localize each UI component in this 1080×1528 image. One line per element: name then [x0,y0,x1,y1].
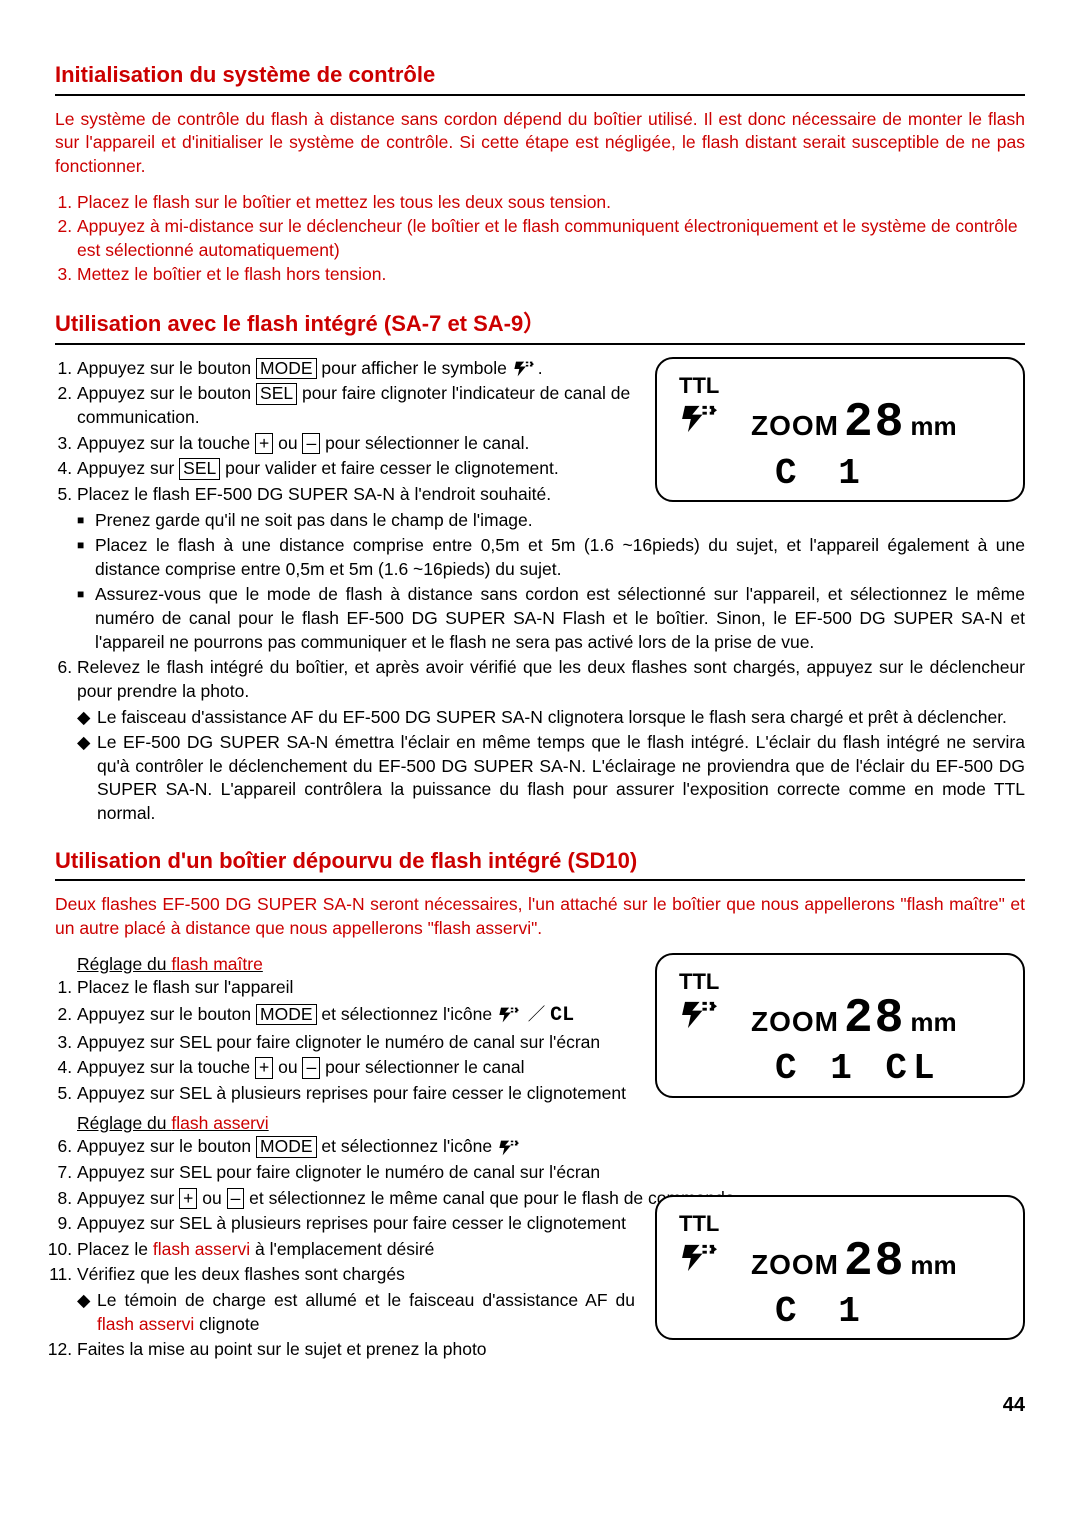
section2-body: TTL ZOOM 28 mm C 1 Appuyez sur le bouton… [55,357,1025,826]
section3-title: Utilisation d'un boîtier dépourvu de fla… [55,846,1025,882]
channel-label: C 1 CL [775,1045,1001,1094]
zoom-label: ZOOM [751,1006,839,1037]
section3-slave: TTL ZOOM 28 mm C 1 Appuyez sur le bouton… [55,1135,1025,1362]
s2-bullet1: Prenez garde qu'il ne soit pas dans le c… [77,509,1025,533]
minus-button-ref: – [302,1057,320,1078]
flash-wireless-icon [679,403,723,435]
section3-master: TTL ZOOM 28 mm C 1 CL Réglage du flash m… [55,953,1025,1136]
s2-bullet2: Placez le flash à une distance comprise … [77,534,1025,581]
zoom-label: ZOOM [751,410,839,441]
ttl-label: TTL [679,967,1001,997]
channel-label: C 1 [775,450,1001,499]
section3-intro: Deux flashes EF-500 DG SUPER SA-N seront… [55,893,1025,940]
mm-label: mm [910,411,956,441]
plus-button-ref: + [255,1057,273,1078]
minus-button-ref: – [227,1188,245,1209]
mode-button-ref: MODE [256,358,317,379]
flash-wireless-icon [679,999,723,1031]
s1-step1: Placez le flash sur le boîtier et mettez… [77,191,1025,215]
zoom-value: 28 [844,1235,906,1289]
section2-step6: Relevez le flash intégré du boîtier, et … [55,656,1025,703]
ttl-label: TTL [679,1209,1001,1239]
section1-title: Initialisation du système de contrôle [55,60,1025,96]
ttl-label: TTL [679,371,1001,401]
mm-label: mm [910,1007,956,1037]
channel-label: C 1 [775,1288,1001,1337]
section2-bullets: Prenez garde qu'il ne soit pas dans le c… [55,509,1025,655]
s2-diamond2: Le EF-500 DG SUPER SA-N émettra l'éclair… [77,731,1025,826]
minus-button-ref: – [302,433,320,454]
s-step7: Appuyez sur SEL pour faire clignoter le … [77,1161,1025,1185]
flash-wireless-icon [497,1006,523,1024]
lcd-display-2: TTL ZOOM 28 mm C 1 CL [655,953,1025,1098]
mm-label: mm [910,1250,956,1280]
zoom-value: 28 [844,992,906,1046]
s2-step6: Relevez le flash intégré du boîtier, et … [77,656,1025,703]
s1-step3: Mettez le boîtier et le flash hors tensi… [77,263,1025,287]
mode-button-ref: MODE [256,1136,317,1157]
s-step12: Faites la mise au point sur le sujet et … [77,1338,1025,1362]
s2-bullet3: Assurez-vous que le mode de flash à dist… [77,583,1025,654]
sel-button-ref: SEL [256,383,297,404]
section2-title: Utilisation avec le flash intégré (SA-7 … [55,309,1025,345]
s-step11-diamond: Le témoin de charge est allumé et le fai… [77,1289,635,1336]
mode-button-ref: MODE [256,1004,317,1025]
zoom-label: ZOOM [751,1249,839,1280]
plus-button-ref: + [179,1188,197,1209]
flash-wireless-icon [679,1242,723,1274]
zoom-value: 28 [844,396,906,450]
flash-wireless-icon [497,1139,523,1157]
s2-diamond1: Le faisceau d'assistance AF du EF-500 DG… [77,706,1025,730]
sel-button-ref: SEL [179,458,220,479]
sub-slave-title: Réglage du flash asservi [55,1112,1025,1136]
flash-wireless-icon [512,360,538,378]
section1-steps: Placez le flash sur le boîtier et mettez… [55,191,1025,288]
lcd-display-1: TTL ZOOM 28 mm C 1 [655,357,1025,502]
s1-step2: Appuyez à mi-distance sur le déclencheur… [77,215,1025,262]
s-step6: Appuyez sur le bouton MODE et sélectionn… [77,1135,1025,1159]
section2-diamonds: Le faisceau d'assistance AF du EF-500 DG… [55,706,1025,826]
lcd-display-3: TTL ZOOM 28 mm C 1 [655,1195,1025,1340]
page-number: 44 [55,1392,1025,1419]
section1-intro: Le système de contrôle du flash à distan… [55,108,1025,179]
plus-button-ref: + [255,433,273,454]
